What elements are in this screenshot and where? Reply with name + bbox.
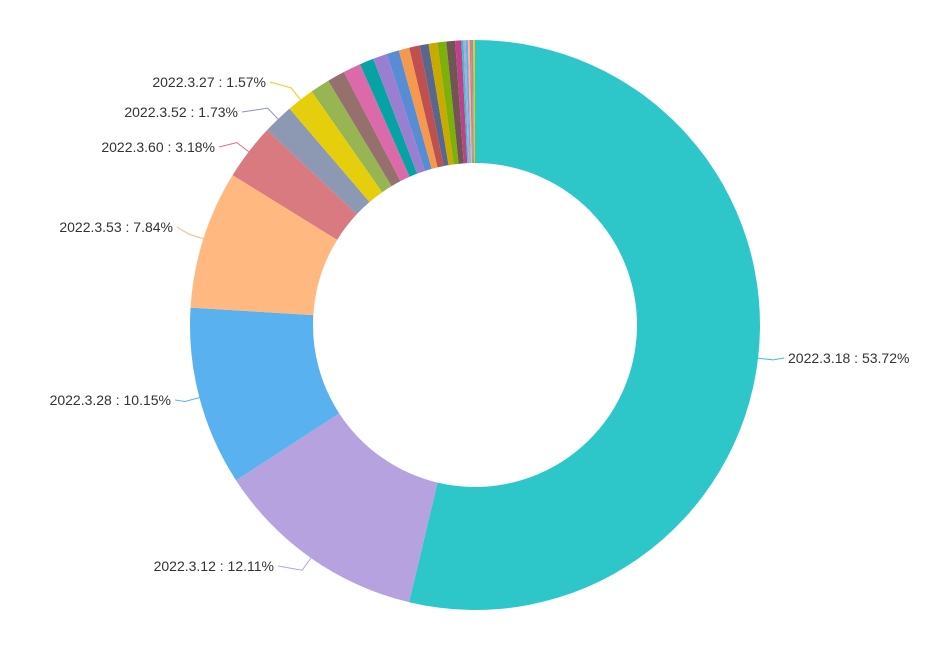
label-line (241, 107, 279, 120)
slice-14[interactable] (409, 45, 444, 168)
slice-13[interactable] (398, 47, 438, 169)
slice-label: 2022.3.52 : 1.73% (124, 104, 238, 120)
slice-7[interactable] (311, 80, 392, 193)
slice-21[interactable] (463, 40, 470, 164)
slice-label: 2022.3.60 : 3.18% (101, 139, 215, 155)
slice-label: 2022.3.27 : 1.57% (152, 74, 266, 90)
slice-2022.3.52[interactable] (267, 108, 370, 215)
slice-20[interactable] (461, 40, 469, 164)
slice-25[interactable] (471, 40, 474, 164)
label-line (218, 142, 250, 153)
slice-8[interactable] (328, 71, 401, 187)
slice-2022.3.60[interactable] (232, 130, 357, 240)
slice-12[interactable] (386, 50, 432, 171)
slice-label: 2022.3.53 : 7.84% (59, 219, 173, 235)
slice-26[interactable] (473, 40, 475, 164)
slice-23[interactable] (467, 40, 472, 164)
slice-16[interactable] (428, 42, 454, 166)
labels: 2022.3.18 : 53.72% 2022.3.12 : 12.11% 2022… (50, 74, 910, 574)
slice-18[interactable] (446, 40, 464, 164)
label-line (174, 397, 200, 402)
slice-9[interactable] (343, 64, 410, 182)
slice-24[interactable] (469, 40, 473, 164)
slice-2022.3.18[interactable] (409, 40, 761, 610)
label-line (176, 226, 204, 240)
slice-2022.3.27[interactable] (289, 91, 383, 203)
slice-17[interactable] (437, 41, 459, 165)
slice-2022.3.12[interactable] (236, 413, 438, 603)
label-line (758, 357, 785, 361)
slice-22[interactable] (465, 40, 471, 164)
label-line (269, 81, 301, 101)
slices (190, 40, 761, 610)
slice-label: 2022.3.18 : 53.72% (788, 350, 909, 366)
slice-label: 2022.3.12 : 12.11% (154, 558, 274, 574)
slice-15[interactable] (419, 43, 449, 167)
slice-2022.3.53[interactable] (190, 175, 338, 316)
slice-10[interactable] (360, 58, 418, 177)
slice-2022.3.28[interactable] (190, 307, 340, 481)
label-line (277, 557, 312, 571)
slice-label: 2022.3.28 : 10.15% (50, 392, 171, 408)
slice-11[interactable] (373, 54, 425, 174)
slice-19[interactable] (455, 40, 468, 164)
